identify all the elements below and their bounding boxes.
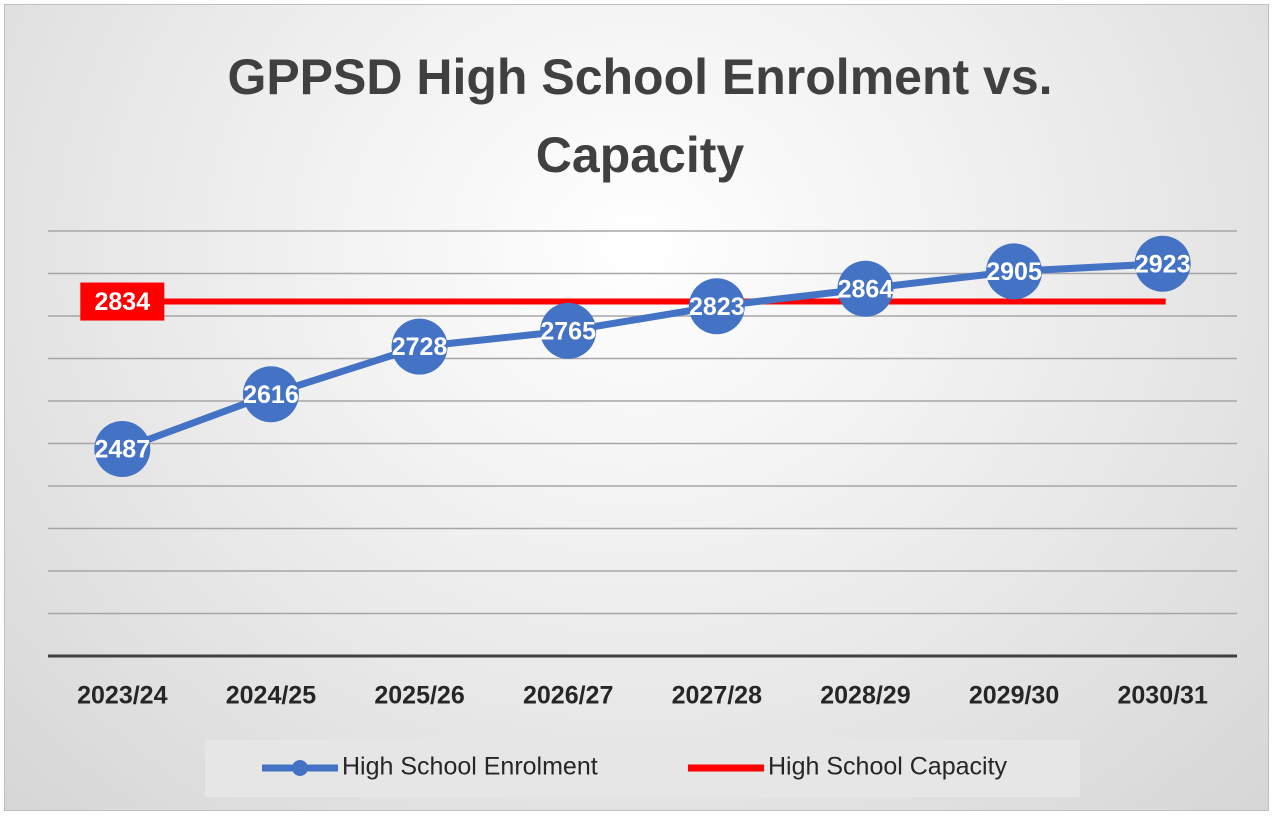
data-label: 2728 xyxy=(392,333,448,361)
data-label: 2923 xyxy=(1135,250,1191,278)
x-tick-label: 2026/27 xyxy=(523,682,613,710)
x-tick-label: 2027/28 xyxy=(672,682,762,710)
x-tick-label: 2028/29 xyxy=(820,682,910,710)
marker xyxy=(837,260,894,317)
data-label: 2823 xyxy=(689,293,745,321)
chart-background xyxy=(4,4,1269,811)
marker xyxy=(688,278,745,335)
marker xyxy=(242,366,299,423)
marker xyxy=(391,318,448,375)
x-tick-label: 2029/30 xyxy=(969,682,1059,710)
legend-marker xyxy=(292,760,308,776)
data-label: 2487 xyxy=(95,436,151,464)
data-label: 2616 xyxy=(243,381,299,409)
legend-box xyxy=(205,740,1080,797)
capacity-label-box xyxy=(80,282,165,321)
marker xyxy=(94,421,151,478)
data-label: 2864 xyxy=(838,275,894,303)
legend-label: High School Capacity xyxy=(768,753,1008,781)
x-tick-label: 2025/26 xyxy=(374,682,464,710)
x-tick-label: 2030/31 xyxy=(1118,682,1208,710)
legend-label: High School Enrolment xyxy=(342,753,598,781)
data-label: 2834 xyxy=(95,288,151,316)
data-label: 2905 xyxy=(986,258,1042,286)
data-label: 2765 xyxy=(540,317,596,345)
chart-title: GPPSD High School Enrolment vs. Capacity xyxy=(227,49,1053,183)
marker xyxy=(986,243,1043,300)
marker xyxy=(540,302,597,359)
x-tick-label: 2024/25 xyxy=(226,682,316,710)
x-tick-label: 2023/24 xyxy=(77,682,167,710)
marker xyxy=(1134,235,1191,292)
